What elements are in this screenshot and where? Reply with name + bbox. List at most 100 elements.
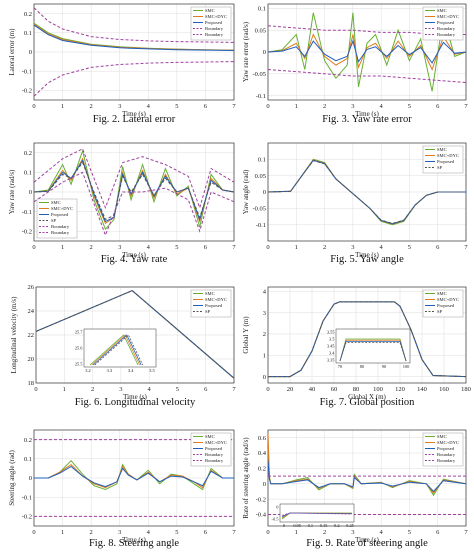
y-tick-label: 0 xyxy=(29,189,32,196)
x-tick-label: 5 xyxy=(175,529,178,536)
y-tick-label: -0.05 xyxy=(252,71,266,78)
x-tick-label: 4 xyxy=(147,244,151,251)
series-group xyxy=(268,301,466,378)
y-axis-label: Rate of steering angle (rad/s) xyxy=(242,437,250,519)
legend-entry: Boundary xyxy=(51,224,70,229)
legend-entry: SMC+DYC xyxy=(437,297,459,302)
y-tick-label: 0.05 xyxy=(255,27,266,34)
legend-entry: SMC+DYC xyxy=(205,297,227,302)
chart-panel: 0 1 2 3 4 5 6 7 -0.4 -0.2 0 0.2 0.4 0.6 Time (s) Rate o… xyxy=(242,429,468,549)
legend-entry: SMC+DYC xyxy=(437,14,459,19)
x-axis-label: Time (s) xyxy=(122,251,146,259)
y-tick-label: 18 xyxy=(28,380,35,387)
chart-panel: 0 1 2 3 4 5 6 7 -0.1 -0.05 0 0.05 0.1 Time (s) Yaw ang… xyxy=(242,142,468,265)
x-tick-label: 0 xyxy=(266,244,269,251)
chart-panel: 0 1 2 3 4 5 6 7 -0.1 -0.05 0 0.05 0.1 Time (s) Yaw rat… xyxy=(242,3,468,125)
x-tick-label: 1 xyxy=(61,244,64,251)
x-tick-label: 4 xyxy=(380,103,384,110)
series-line-proposed xyxy=(34,24,234,51)
x-tick-label: 1 xyxy=(295,244,298,251)
x-axis-label: Time (s) xyxy=(355,251,379,259)
series-group xyxy=(34,7,234,97)
y-tick-label: -0.1 xyxy=(22,209,32,216)
y-axis-label: Yaw angle (rad) xyxy=(242,169,250,214)
inset-x-tick: 0 xyxy=(283,523,286,528)
legend-entry: SMC xyxy=(205,434,215,439)
x-tick-label: 2 xyxy=(90,529,93,536)
figure-caption: Fig. 6. Longitudinal velocity xyxy=(75,397,196,408)
y-tick-label: 0 xyxy=(263,49,266,56)
y-tick-label: 0.2 xyxy=(24,437,32,444)
x-tick-label: 6 xyxy=(204,529,208,536)
figure-caption: Fig. 7. Global position xyxy=(320,397,416,408)
y-tick-label: 0.2 xyxy=(24,150,32,157)
x-tick-label: 2 xyxy=(91,386,94,393)
x-axis-label: Time (s) xyxy=(123,393,147,401)
inset-y-tick: 3.55 xyxy=(327,330,335,335)
y-tick-label: 0.6 xyxy=(258,435,267,442)
legend-box xyxy=(190,289,232,318)
y-tick-label: -0.4 xyxy=(256,512,267,519)
x-tick-label: 60 xyxy=(331,386,338,393)
inset: 0 0.05 0.1 0.15 0.2 0.25-0.50 xyxy=(272,503,355,528)
y-tick-label: 0.1 xyxy=(24,170,32,177)
legend-entry: Boundary xyxy=(437,458,456,463)
figure-caption: Fig. 8. Steering angle xyxy=(89,538,179,549)
series-line-proposed xyxy=(36,290,234,379)
x-tick-label: 140 xyxy=(417,386,427,393)
x-tick-label: 1 xyxy=(61,103,64,110)
legend-entry: SMC xyxy=(205,291,215,296)
x-tick-label: 160 xyxy=(439,386,449,393)
inset-y-tick: 3.45 xyxy=(327,344,335,349)
x-tick-label: 0 xyxy=(266,529,269,536)
y-tick-label: 1 xyxy=(263,352,266,359)
series-line-sp xyxy=(34,161,234,221)
legend-entry: SP xyxy=(205,309,211,314)
x-tick-label: 5 xyxy=(175,103,178,110)
legend-box xyxy=(36,198,78,239)
legend-entry: SMC+DYC xyxy=(51,206,73,211)
series-group xyxy=(268,158,466,226)
inset-x-tick: 90 xyxy=(382,364,387,369)
y-tick-label: 24 xyxy=(28,308,35,315)
x-axis-label: Time (s) xyxy=(355,536,379,544)
inset-y-tick: 25.7 xyxy=(75,330,83,335)
legend-entry: SP xyxy=(437,309,443,314)
x-tick-label: 4 xyxy=(147,529,151,536)
figure-caption: Fig. 4. Yaw rate xyxy=(101,254,168,265)
y-tick-label: 0.2 xyxy=(258,466,266,473)
legend-box xyxy=(422,289,464,318)
legend-entry: Proposed xyxy=(437,20,455,25)
inset-x-tick: 3.2 xyxy=(85,368,91,373)
x-tick-label: 7 xyxy=(232,529,236,536)
inset-x-tick: 80 xyxy=(360,364,365,369)
figure-caption: Fig. 3. Yaw rate error xyxy=(322,114,412,125)
x-tick-label: 5 xyxy=(408,103,411,110)
x-tick-label: 6 xyxy=(204,386,208,393)
y-tick-label: 0.05 xyxy=(255,173,266,180)
x-tick-label: 0 xyxy=(32,529,35,536)
inset-x-tick: 0.05 xyxy=(293,523,301,528)
x-tick-label: 6 xyxy=(436,103,440,110)
x-tick-label: 0 xyxy=(32,244,35,251)
legend-entry: Boundary xyxy=(205,26,224,31)
plot-frame xyxy=(35,286,235,384)
x-tick-label: 120 xyxy=(395,386,405,393)
x-tick-label: 0 xyxy=(34,386,37,393)
legend-entry: Boundary xyxy=(205,32,224,37)
inset-y-tick: 0 xyxy=(276,505,279,510)
series-line-proposed xyxy=(268,39,466,64)
x-tick-label: 3 xyxy=(118,529,121,536)
plot-frame xyxy=(267,429,467,527)
x-tick-label: 2 xyxy=(323,529,326,536)
series-group xyxy=(36,290,234,379)
legend-entry: Proposed xyxy=(437,446,455,451)
legend-entry: SMC xyxy=(437,147,447,152)
series-line-sp xyxy=(268,301,466,378)
y-tick-label: 0.1 xyxy=(258,6,266,13)
legend-entry: Proposed xyxy=(205,20,223,25)
legend-entry: SMC+DYC xyxy=(205,440,227,445)
